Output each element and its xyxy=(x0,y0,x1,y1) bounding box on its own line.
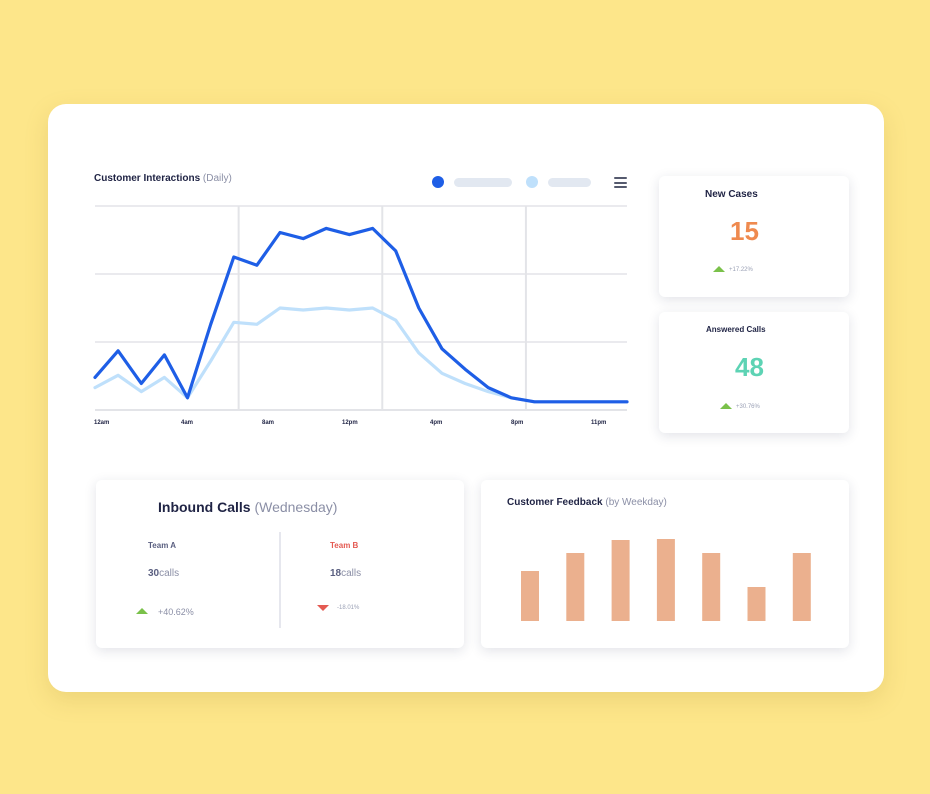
legend-series-1-dot-icon xyxy=(432,176,444,188)
legend-series-2[interactable] xyxy=(526,176,591,188)
legend-series-2-placeholder xyxy=(548,177,591,187)
team-b-change: -18.01% xyxy=(337,605,360,611)
feedback-bar[interactable] xyxy=(702,553,721,621)
x-tick-label: 12pm xyxy=(342,420,358,426)
answered-calls-value: 48 xyxy=(735,352,764,382)
x-tick-label: 8am xyxy=(262,420,274,426)
x-tick-label: 12am xyxy=(94,420,109,426)
new-cases-title: New Cases xyxy=(705,189,758,200)
new-cases-value: 15 xyxy=(730,216,759,246)
x-tick-label: 4am xyxy=(181,420,193,426)
feedback-bar[interactable] xyxy=(656,539,675,621)
series-line-1 xyxy=(93,226,629,404)
new-cases-card: New Cases 15 +17.22% xyxy=(659,176,849,297)
answered-calls-change: +30.76% xyxy=(736,404,760,410)
legend-series-1[interactable] xyxy=(432,176,512,188)
new-cases-change: +17.22% xyxy=(729,267,753,273)
trend-up-icon xyxy=(720,403,732,409)
team-a-change: +40.62% xyxy=(158,607,194,617)
inbound-calls-title: Inbound Calls (Wednesday) xyxy=(158,499,338,515)
trend-down-icon xyxy=(317,605,329,611)
customer-feedback-title: Customer Feedback (by Weekday) xyxy=(507,497,667,508)
team-a-calls: 30calls xyxy=(148,568,180,579)
x-tick-label: 8pm xyxy=(511,420,523,426)
legend-series-1-placeholder xyxy=(454,177,512,187)
line-chart: 12am 4am 8am 12pm 4pm 8pm 11pm xyxy=(93,205,629,426)
team-divider xyxy=(279,532,281,628)
legend-series-2-dot-icon xyxy=(526,176,538,188)
feedback-bar[interactable] xyxy=(747,587,766,621)
inbound-calls-card: Inbound Calls (Wednesday) Team A 30calls… xyxy=(96,480,464,648)
team-a-label: Team A xyxy=(148,541,177,550)
x-tick-label: 11pm xyxy=(591,420,606,426)
team-b-label: Team B xyxy=(330,541,359,550)
line-chart-title: Customer Interactions (Daily) xyxy=(94,173,232,184)
x-tick-label: 4pm xyxy=(430,420,442,426)
answered-calls-title: Answered Calls xyxy=(706,325,766,334)
trend-up-icon xyxy=(136,608,148,614)
feedback-bar[interactable] xyxy=(792,553,811,621)
feedback-bar-chart xyxy=(521,539,811,621)
feedback-bar[interactable] xyxy=(611,540,630,621)
team-b-calls: 18calls xyxy=(330,568,362,579)
customer-feedback-card: Customer Feedback (by Weekday) xyxy=(481,480,849,648)
feedback-bar[interactable] xyxy=(521,571,539,621)
answered-calls-card: Answered Calls 48 +30.76% xyxy=(659,312,849,433)
hamburger-menu-icon[interactable] xyxy=(614,177,627,188)
trend-up-icon xyxy=(713,266,725,272)
series-line-2 xyxy=(93,306,629,404)
feedback-bar[interactable] xyxy=(566,553,585,621)
